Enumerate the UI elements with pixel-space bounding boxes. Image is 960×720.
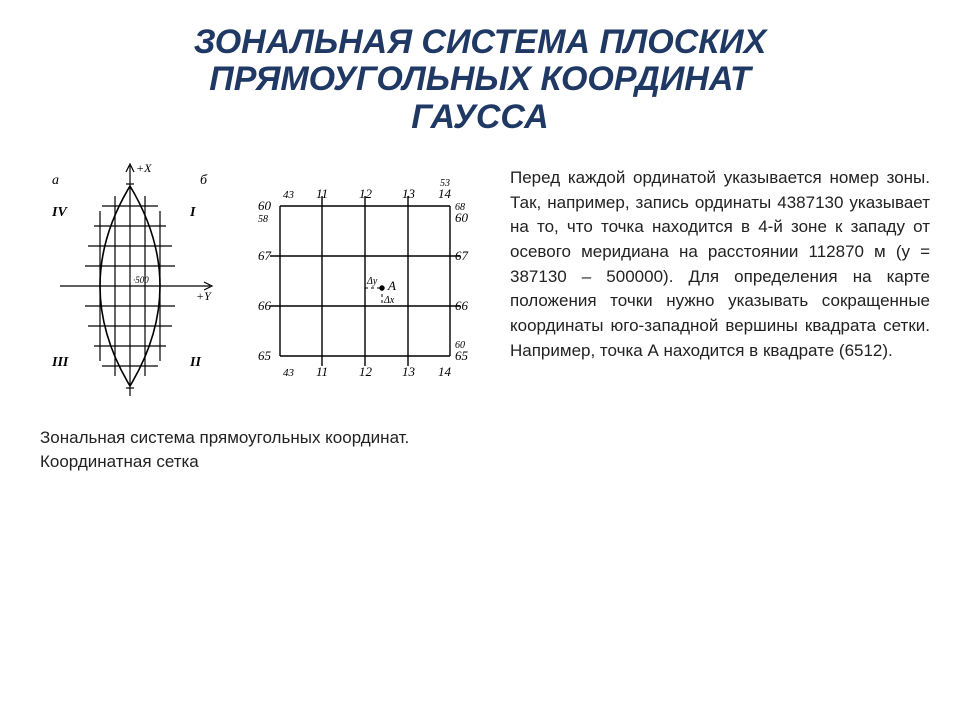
grid-row-left-67: 67 (258, 248, 272, 263)
label-a: а (52, 173, 59, 188)
label-quad-i: I (189, 205, 196, 220)
grid-diagram: 43 11 12 13 14 53 43 11 12 13 14 60 58 6… (240, 166, 480, 396)
diagram-caption: Зональная система прямоугольных координа… (30, 426, 490, 474)
title-line-1: ЗОНАЛЬНАЯ СИСТЕМА ПЛОСКИХ (194, 23, 767, 61)
label-b: б (200, 173, 208, 188)
right-column: Перед каждой ординатой указывается номер… (490, 146, 930, 474)
grid-top-left-small: 43 (283, 189, 295, 201)
grid-row-right-67: 67 (455, 248, 469, 263)
label-quad-ii: II (189, 355, 201, 370)
grid-row-right-66: 66 (455, 298, 469, 313)
grid-row-left-66: 66 (258, 298, 272, 313)
grid-row-left-65: 65 (258, 348, 272, 363)
label-center: ·500 (133, 275, 149, 285)
grid-col-13: 13 (402, 186, 416, 201)
grid-row-right-60: 60 (455, 210, 469, 225)
grid-col-11b: 11 (316, 364, 328, 379)
grid-col-11: 11 (316, 186, 328, 201)
label-quad-iii: III (51, 355, 69, 370)
left-column: а б +X +Y IV I III II ·500 (30, 146, 490, 474)
label-x-axis: +X (136, 161, 152, 175)
body-text: Перед каждой ординатой указывается номер… (510, 166, 930, 363)
grid-row-left-58: 58 (258, 214, 268, 225)
label-y-axis: +Y (196, 289, 212, 303)
ellipse-diagram: а б +X +Y IV I III II ·500 (40, 156, 220, 406)
content-area: а б +X +Y IV I III II ·500 (0, 146, 960, 474)
grid-row-right-65: 65 (455, 348, 469, 363)
title-line-2: ПРЯМОУГОЛЬНЫХ КООРДИНАТ (209, 60, 750, 98)
grid-point-a: A (387, 278, 396, 293)
title-line-3: ГАУССА (411, 98, 548, 136)
grid-bottom-left-small: 43 (283, 367, 295, 379)
grid-col-12: 12 (359, 186, 373, 201)
grid-col-14b: 14 (438, 364, 452, 379)
grid-delta-x: Δx (383, 295, 395, 306)
grid-col-13b: 13 (402, 364, 416, 379)
label-quad-iv: IV (51, 205, 68, 220)
diagrams-row: а б +X +Y IV I III II ·500 (40, 156, 480, 406)
grid-top-right-tiny: 53 (440, 178, 450, 189)
grid-col-12b: 12 (359, 364, 373, 379)
page-title: ЗОНАЛЬНАЯ СИСТЕМА ПЛОСКИХ ПРЯМОУГОЛЬНЫХ … (0, 0, 960, 146)
grid-row-left-60: 60 (258, 198, 272, 213)
grid-delta-y: Δy (366, 276, 378, 287)
